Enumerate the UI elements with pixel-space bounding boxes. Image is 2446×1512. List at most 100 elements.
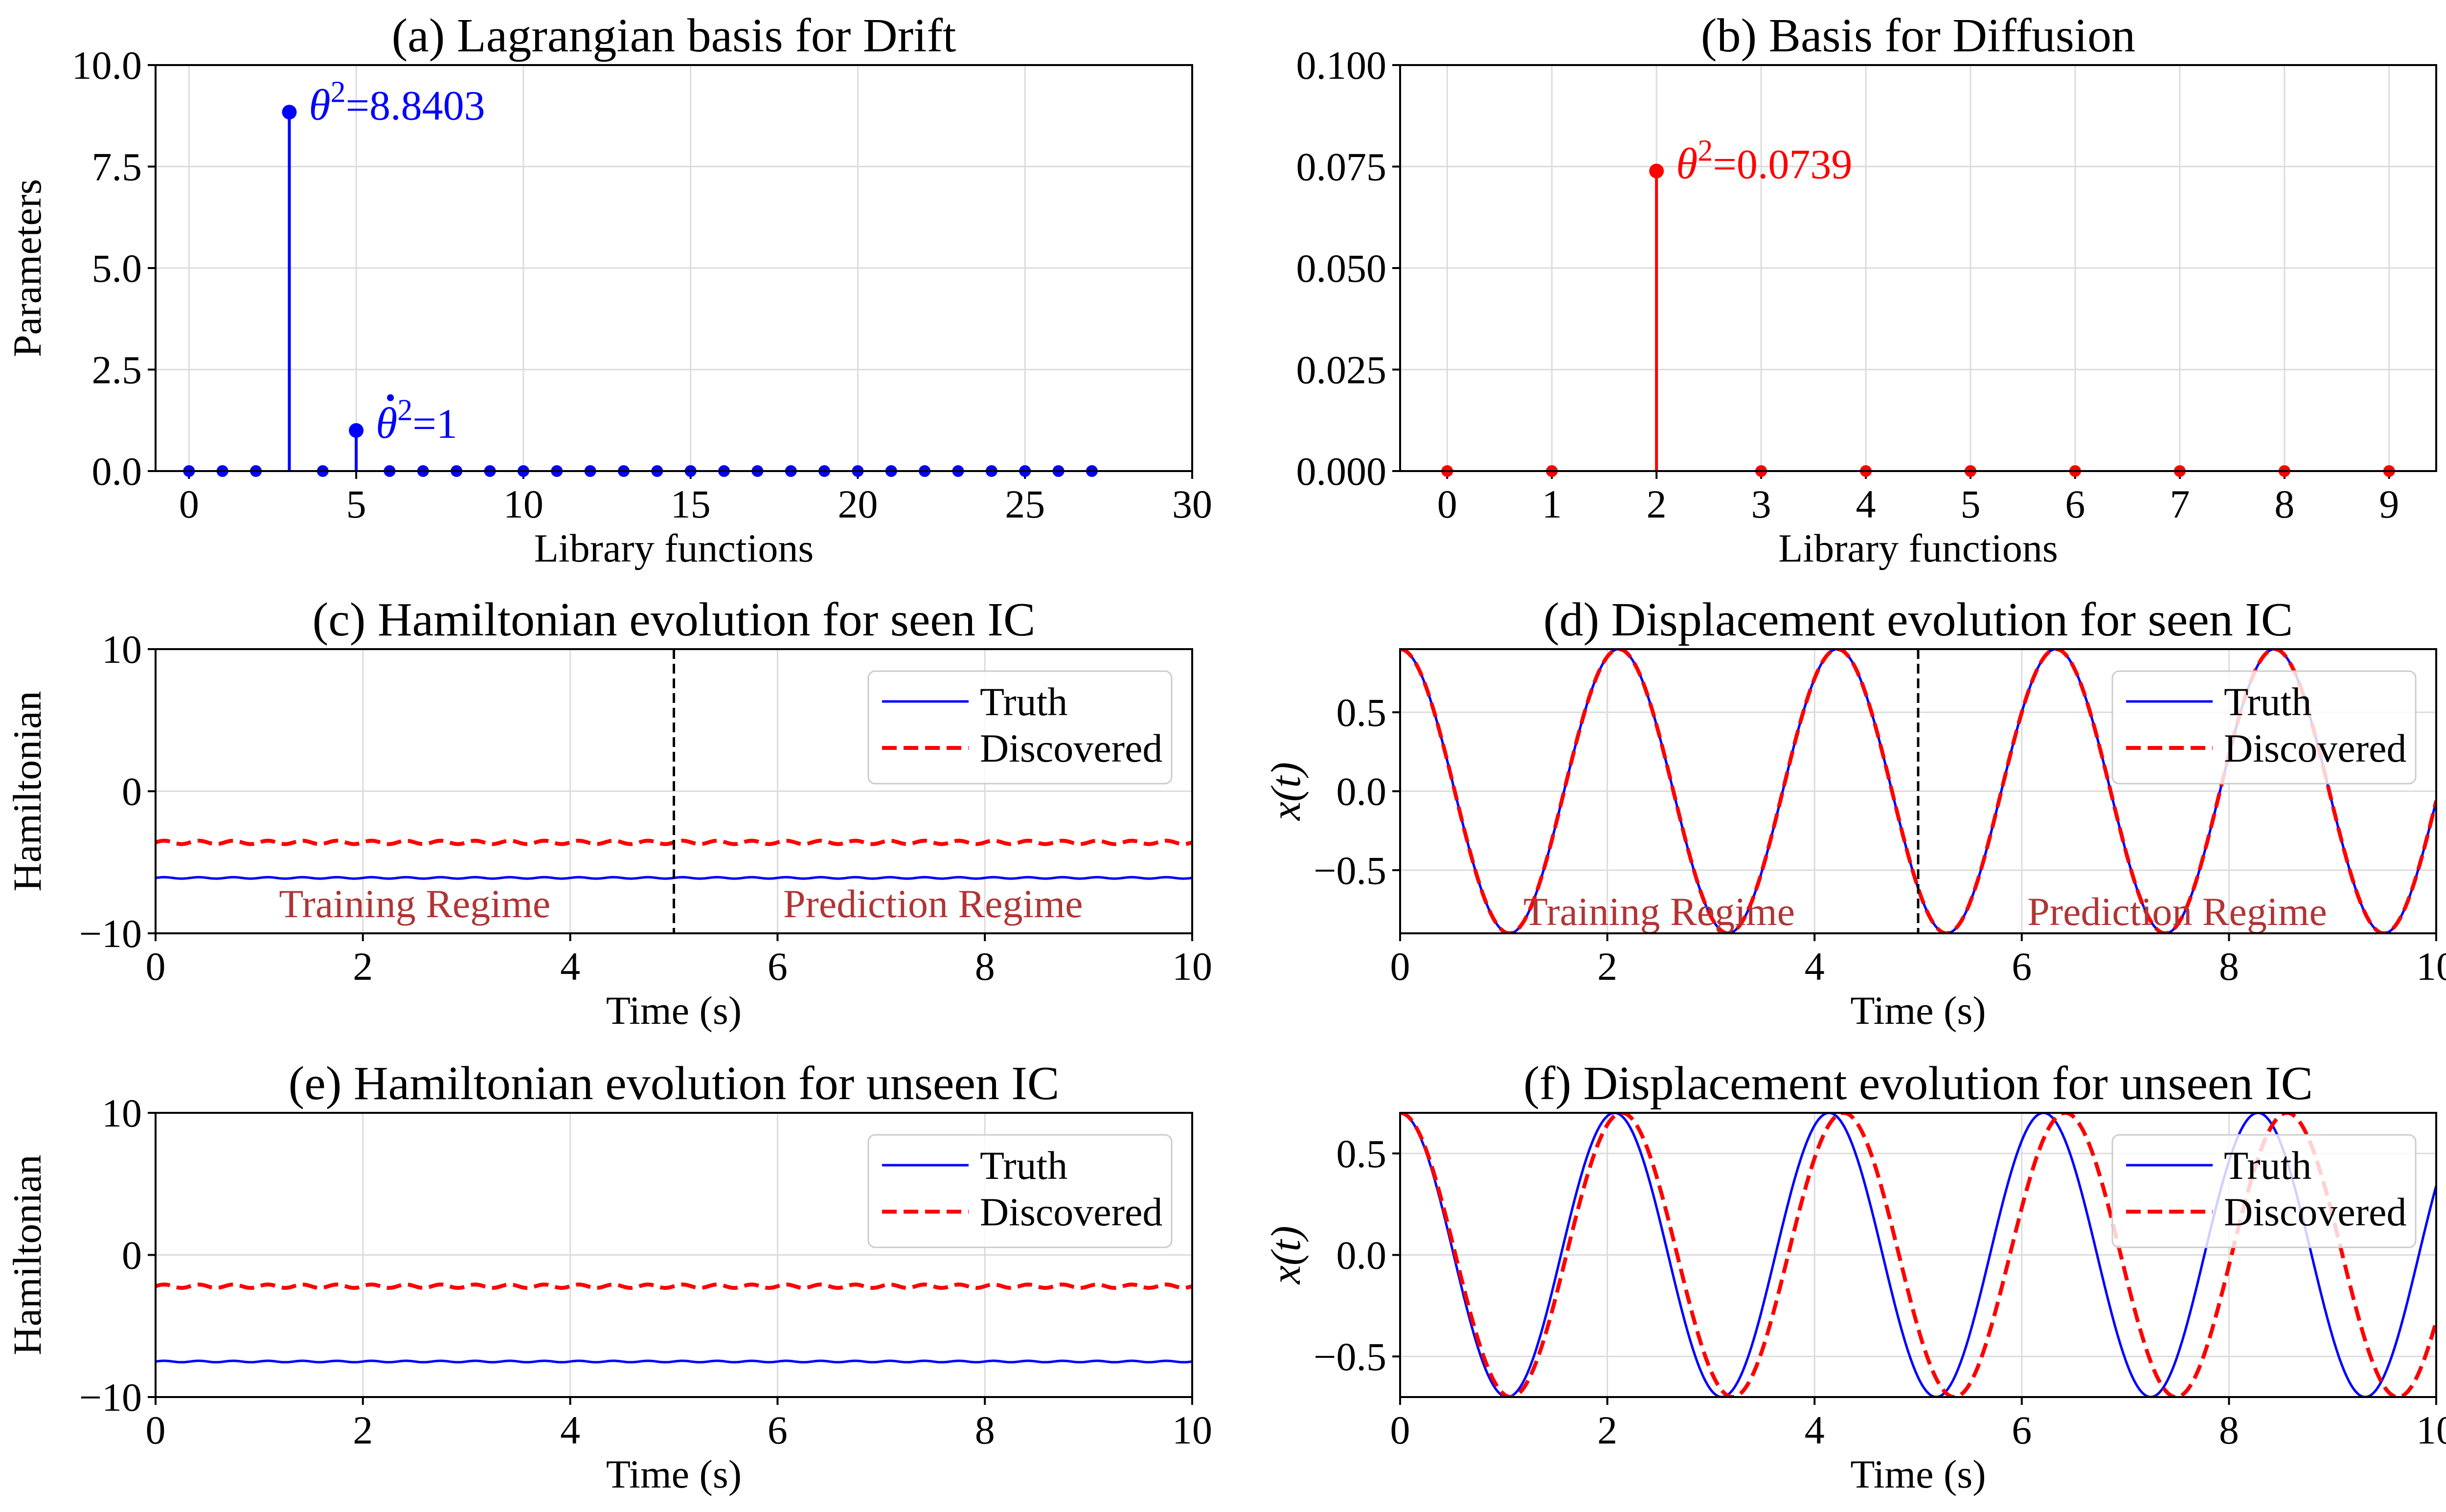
x-tick-label: 8 <box>975 944 995 989</box>
x-tick-label: 1 <box>1542 482 1562 526</box>
y-tick-label: 0 <box>122 769 142 814</box>
y-axis-label: x(t) <box>1262 762 1309 821</box>
y-tick-label: 0.075 <box>1296 145 1387 189</box>
plot-area-e <box>156 1282 1192 1364</box>
x-tick-label: 7 <box>2170 482 2190 526</box>
x-tick-label: 8 <box>2274 482 2294 526</box>
legend-label: Truth <box>2224 679 2311 724</box>
region-label-training: Training Regime <box>1523 889 1795 934</box>
x-tick-label: 4 <box>560 944 580 989</box>
x-axis-label: Time (s) <box>606 988 742 1033</box>
region-label-prediction: Prediction Regime <box>783 881 1083 926</box>
x-tick-label: 6 <box>2065 482 2085 526</box>
annotation-label: θ2=0.0739 <box>1676 135 1852 188</box>
x-tick-label: 0 <box>146 944 166 989</box>
chart-title: (b) Basis for Diffusion <box>1701 9 2135 62</box>
x-axis-label: Library functions <box>534 526 814 570</box>
y-axis-label: x(t) <box>1262 1226 1309 1285</box>
y-tick-label: 0.000 <box>1296 449 1387 494</box>
y-axis-label: Parameters <box>5 179 49 357</box>
series-line-truth <box>1400 1113 2436 1397</box>
x-tick-label: 20 <box>838 482 878 526</box>
x-tick-label: 0 <box>1390 944 1410 989</box>
x-tick-label: 5 <box>346 482 366 526</box>
x-tick-label: 25 <box>1005 482 1045 526</box>
y-tick-label: 0.050 <box>1296 246 1387 291</box>
series-line-truth <box>156 1359 1192 1364</box>
x-tick-label: 10 <box>1172 1408 1212 1452</box>
x-tick-label: 0 <box>146 1408 166 1452</box>
chart-title: (a) Lagrangian basis for Drift <box>392 9 956 62</box>
x-tick-label: 2 <box>353 944 373 989</box>
y-tick-label: −0.5 <box>1314 1334 1386 1379</box>
x-tick-label: 6 <box>768 944 788 989</box>
x-tick-label: 2 <box>1597 1408 1617 1452</box>
axes-frame <box>155 648 1193 934</box>
legend-box <box>867 670 1173 785</box>
annotation-symbol: θ <box>309 81 330 129</box>
axes-frame <box>155 1112 1193 1398</box>
y-axis-label: Hamiltonian <box>5 691 49 892</box>
x-tick-label: 6 <box>2012 944 2032 989</box>
x-tick-label: 8 <box>975 1408 995 1452</box>
y-tick-label: 0.100 <box>1296 43 1387 88</box>
y-tick-label: 10 <box>102 1091 142 1135</box>
chart-b: 0 1 2 3 4 5 6 7 8 9 0.000 0.025 0.050 0.075 0.100 θ2=0.… <box>1296 9 2437 570</box>
legend-label: Discovered <box>2224 1190 2406 1234</box>
chart-title: (d) Displacement evolution for seen IC <box>1543 593 2293 646</box>
x-tick-label: 5 <box>1960 482 1980 526</box>
x-axis-label: Time (s) <box>606 1452 742 1496</box>
x-axis-label: Time (s) <box>1850 988 1986 1033</box>
x-tick-label: 10 <box>2416 944 2446 989</box>
annotation-dot <box>387 394 394 401</box>
chart-title: (e) Hamiltonian evolution for unseen IC <box>289 1057 1060 1110</box>
annotation-symbol: θ <box>376 399 397 448</box>
annotation-value: =8.8403 <box>346 82 485 129</box>
legend-label: Truth <box>2224 1143 2311 1188</box>
legend-label: Discovered <box>980 726 1162 770</box>
x-tick-label: 15 <box>671 482 711 526</box>
y-tick-label: 0.025 <box>1296 348 1387 392</box>
chart-title: (c) Hamiltonian evolution for seen IC <box>313 593 1036 646</box>
y-tick-label: −0.5 <box>1314 848 1386 893</box>
y-tick-label: 0.5 <box>1336 690 1387 735</box>
annotation-symbol: θ <box>1676 140 1698 188</box>
y-tick-label: 10 <box>102 627 142 672</box>
x-axis-label: Time (s) <box>1850 1452 1986 1496</box>
stem-marker <box>1649 163 1664 179</box>
legend-label: Discovered <box>2224 726 2406 770</box>
x-tick-label: 2 <box>353 1408 373 1452</box>
y-axis-label: Hamiltonian <box>5 1155 49 1355</box>
series-line-discovered <box>1400 649 2436 933</box>
x-tick-label: 8 <box>2219 1408 2239 1452</box>
x-tick-label: 2 <box>1597 944 1617 989</box>
legend-label: Truth <box>980 1143 1067 1188</box>
legend-label: Truth <box>980 679 1067 724</box>
axes-frame <box>1399 64 2437 472</box>
y-tick-label: 5.0 <box>92 246 142 291</box>
x-tick-label: 4 <box>1805 944 1825 989</box>
y-tick-label: 2.5 <box>92 348 142 392</box>
stem-marker <box>349 423 364 438</box>
x-tick-label: 10 <box>2416 1408 2446 1452</box>
annotation-value: =1 <box>412 400 457 447</box>
y-tick-label: 0 <box>122 1233 142 1278</box>
region-label-training: Training Regime <box>279 881 550 926</box>
x-tick-label: 3 <box>1751 482 1771 526</box>
x-tick-label: 0 <box>1390 1408 1410 1452</box>
axes-frame <box>1399 648 2437 934</box>
x-tick-label: 10 <box>1172 944 1212 989</box>
chart-a: 0 5 10 15 20 25 30 0.0 2.5 5.0 7.5 10.0 θ2=8.8403 θ2=… <box>5 9 1212 570</box>
annotation-label: θ2=1 <box>376 394 457 448</box>
legend-box <box>867 1134 1173 1248</box>
y-tick-label: 7.5 <box>92 145 142 189</box>
x-tick-label: 4 <box>1805 1408 1825 1452</box>
x-tick-label: 6 <box>768 1408 788 1452</box>
x-tick-label: 9 <box>2379 482 2399 526</box>
y-tick-label: −10 <box>79 911 142 956</box>
region-label-prediction: Prediction Regime <box>2027 889 2327 934</box>
